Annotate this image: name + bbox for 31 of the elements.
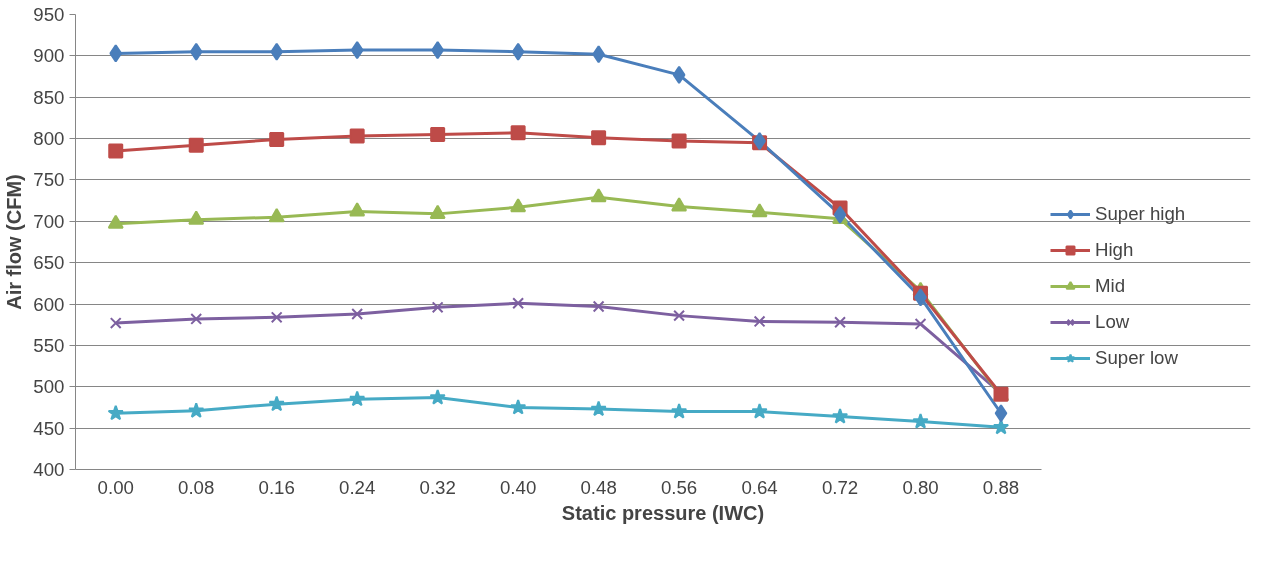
y-tick-label: 450 [33,417,65,439]
x-tick-label: 0.00 [97,476,134,498]
x-axis-title: Static pressure (IWC) [561,501,765,524]
x-tick-label: 0.80 [902,476,939,498]
legend-label: Low [1095,311,1130,333]
legend-label: Super low [1095,347,1178,369]
legend-label: Mid [1095,275,1126,297]
legend-label: Super high [1095,203,1186,225]
y-tick-label: 600 [33,293,65,315]
y-tick-label: 550 [33,334,65,356]
x-tick-label: 0.24 [339,476,376,498]
x-tick-label: 0.64 [741,476,778,498]
y-tick-label: 400 [33,459,65,480]
x-tick-label: 0.56 [660,476,698,498]
legend-label: High [1095,239,1134,261]
y-tick-label: 950 [33,4,65,25]
y-tick-label: 850 [33,86,65,108]
x-tick-label: 0.72 [821,476,859,498]
x-tick-label: 0.08 [178,476,215,498]
y-tick-label: 500 [33,376,65,398]
y-tick-label: 700 [33,210,65,232]
x-tick-label: 0.88 [982,476,1020,498]
y-tick-label: 750 [33,169,65,191]
x-tick-label: 0.40 [499,476,537,498]
y-axis-title: Air flow (CFM) [3,174,26,310]
x-tick-label: 0.16 [258,476,295,498]
x-tick-label: 0.32 [419,476,456,498]
x-tick-label: 0.48 [580,476,617,498]
y-tick-label: 800 [33,128,65,150]
y-tick-label: 900 [33,45,65,67]
y-tick-label: 650 [33,252,65,274]
